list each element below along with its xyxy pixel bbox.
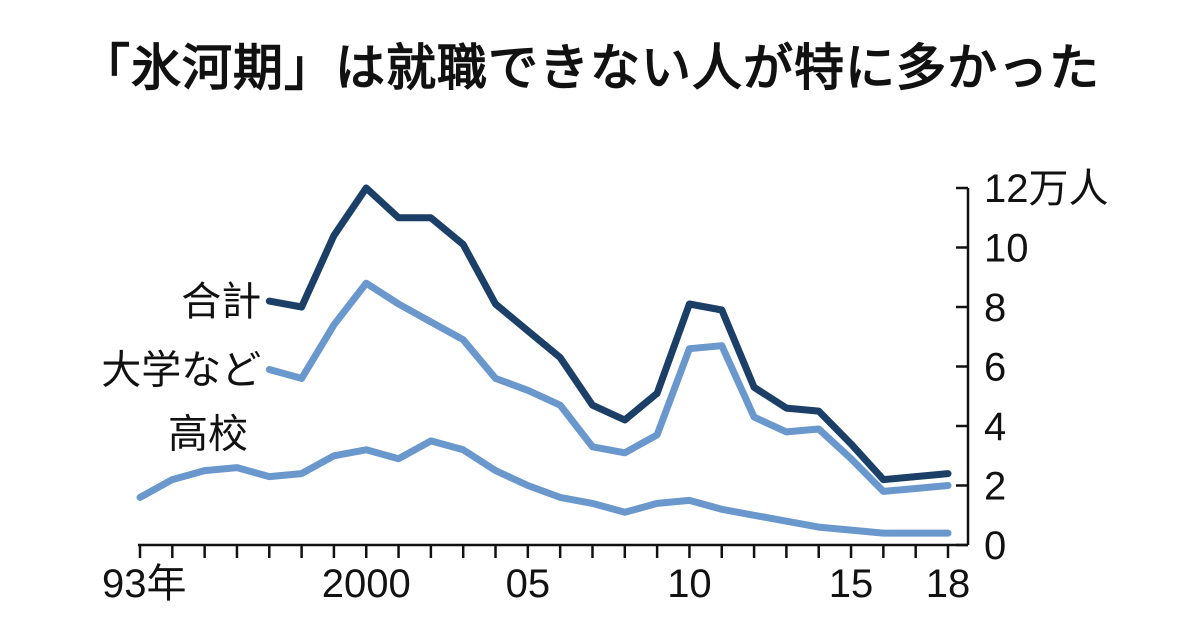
x-tick-label: 10	[667, 562, 712, 606]
x-tick-label: 18	[926, 562, 971, 606]
series-label-1: 合計	[181, 279, 261, 325]
x-tick-label: 15	[829, 562, 874, 606]
y-tick-label: 2	[984, 465, 1006, 509]
series-label-3: 高校	[168, 411, 248, 457]
y-tick-label: 10	[984, 227, 1029, 271]
y-tick-label: 0	[984, 524, 1006, 568]
y-tick-label: 12万人	[984, 167, 1109, 211]
x-tick-label: 2000	[322, 562, 411, 606]
chart-title: 「氷河期」は就職できない人が特に多かった	[80, 39, 1100, 97]
y-tick-label: 4	[984, 405, 1006, 449]
x-tick-label: 93年	[102, 562, 187, 606]
y-tick-label: 8	[984, 286, 1006, 330]
series-line-2	[265, 279, 952, 495]
x-tick-label: 05	[506, 562, 551, 606]
series-line-3	[136, 437, 952, 537]
series-line-1	[265, 184, 952, 484]
series-label-2: 大学など	[101, 347, 261, 393]
y-tick-label: 6	[984, 346, 1006, 390]
